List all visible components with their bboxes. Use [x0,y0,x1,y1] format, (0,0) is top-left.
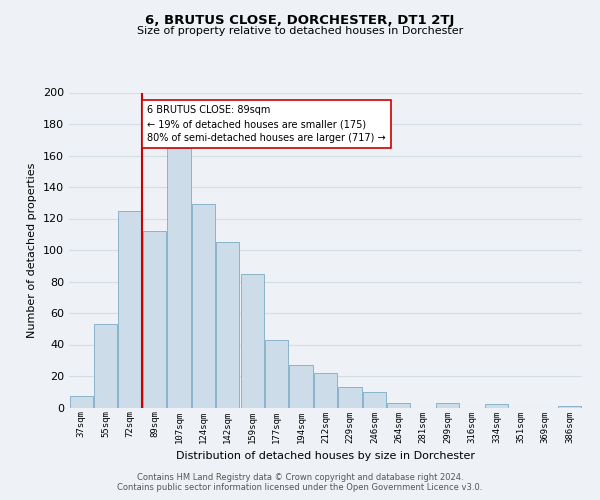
Bar [363,392,386,407]
Bar [558,406,581,407]
Bar [387,403,410,407]
Bar [241,274,264,407]
X-axis label: Distribution of detached houses by size in Dorchester: Distribution of detached houses by size … [176,451,475,461]
Bar [118,210,142,408]
Bar [289,365,313,408]
Bar [70,396,93,407]
Bar [338,387,362,407]
Bar [143,231,166,408]
Text: 6, BRUTUS CLOSE, DORCHESTER, DT1 2TJ: 6, BRUTUS CLOSE, DORCHESTER, DT1 2TJ [145,14,455,27]
Text: Contains HM Land Registry data © Crown copyright and database right 2024.: Contains HM Land Registry data © Crown c… [137,472,463,482]
Bar [485,404,508,407]
Bar [167,148,191,408]
Y-axis label: Number of detached properties: Number of detached properties [28,162,37,338]
Text: Contains public sector information licensed under the Open Government Licence v3: Contains public sector information licen… [118,484,482,492]
Bar [94,324,117,407]
Bar [436,403,459,407]
Text: Size of property relative to detached houses in Dorchester: Size of property relative to detached ho… [137,26,463,36]
Bar [216,242,239,408]
Bar [265,340,288,407]
Bar [192,204,215,408]
Bar [314,373,337,408]
Text: 6 BRUTUS CLOSE: 89sqm
← 19% of detached houses are smaller (175)
80% of semi-det: 6 BRUTUS CLOSE: 89sqm ← 19% of detached … [147,105,386,143]
